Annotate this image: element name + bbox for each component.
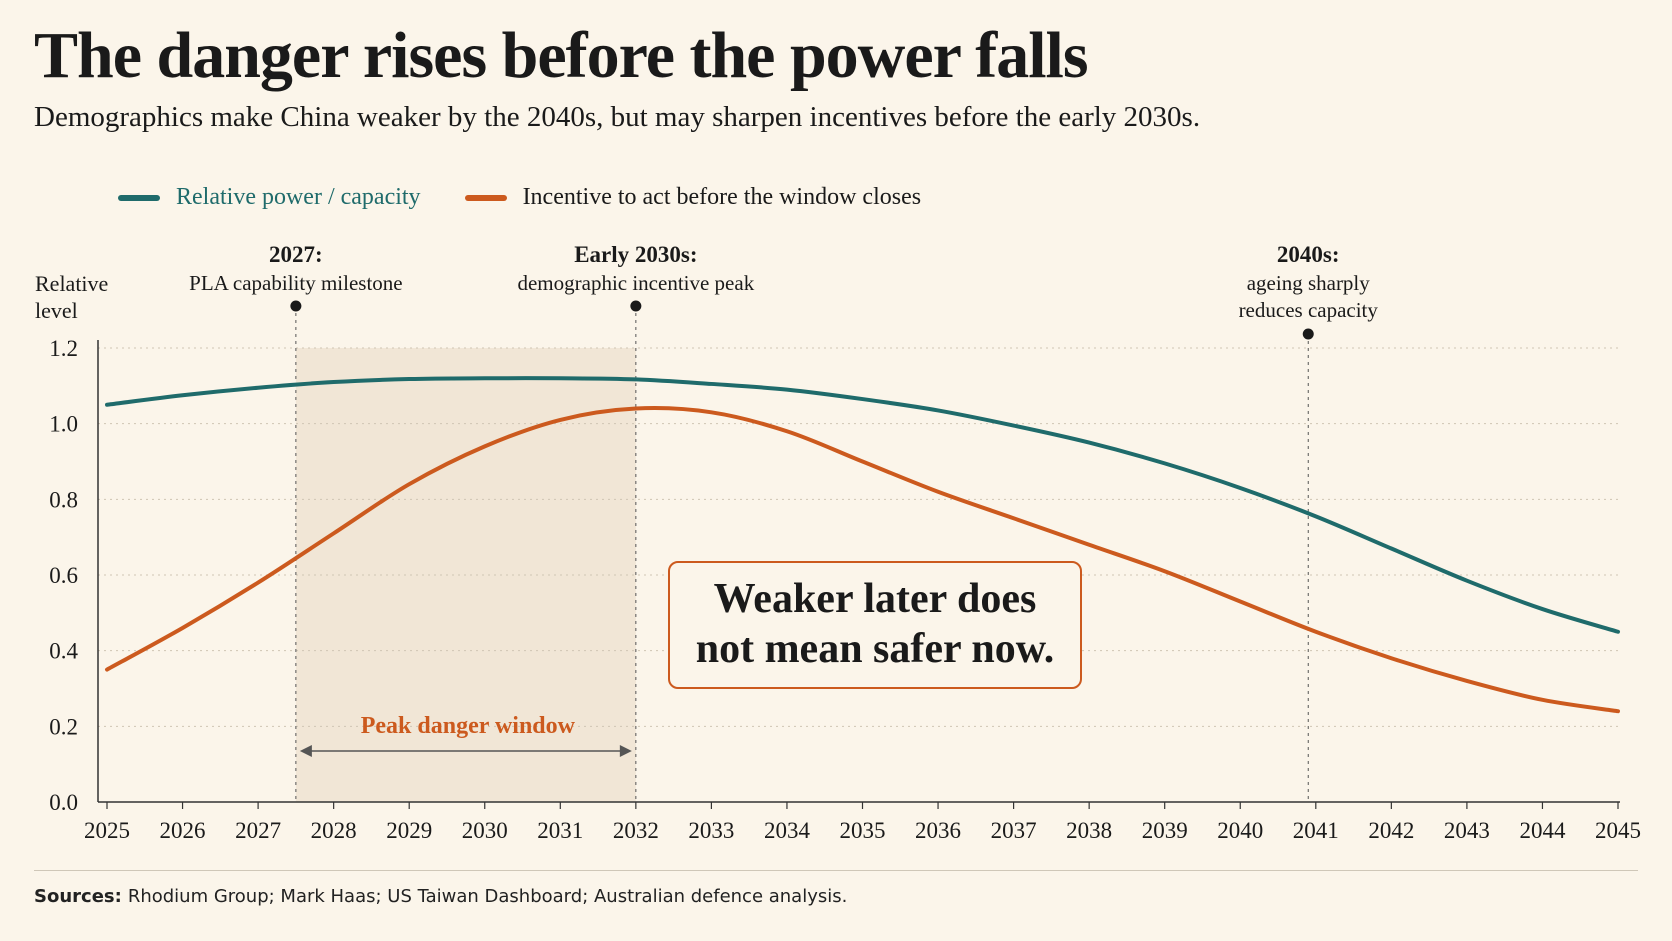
legend-item-incentive: Incentive to act before the window close… (464, 184, 922, 211)
annotation-title: Early 2030s: (574, 242, 697, 267)
y-tick-label: 0.4 (49, 639, 78, 664)
y-tick-label: 1.2 (49, 336, 78, 361)
annotation-dot (290, 300, 302, 312)
callout-box: Weaker later does not mean safer now. (668, 561, 1082, 689)
x-tick-label: 2041 (1293, 818, 1339, 843)
annotation-dot (1302, 328, 1314, 340)
x-tick-label: 2030 (462, 818, 508, 843)
y-tick-label: 0.6 (49, 563, 78, 588)
annotation-title: 2040s: (1277, 242, 1340, 267)
legend: Relative power / capacity Incentive to a… (118, 184, 965, 211)
callout-line-1: Weaker later does (713, 576, 1037, 623)
x-tick-label: 2032 (613, 818, 659, 843)
series-line-incentive (105, 406, 1620, 714)
annotation-text: PLA capability milestone (189, 271, 402, 295)
annotation-text: reduces capacity (1239, 298, 1379, 322)
annotation-text: ageing sharply (1247, 271, 1371, 295)
window-arrow-left-head (299, 745, 312, 757)
sources-label: Sources: (34, 886, 122, 907)
x-tick-label: 2029 (386, 818, 432, 843)
x-tick-label: 2027 (235, 818, 281, 843)
footer-divider (34, 870, 1638, 871)
legend-swatch-power (118, 194, 160, 201)
y-axis-label: level (35, 298, 78, 323)
x-tick-label: 2042 (1368, 818, 1414, 843)
y-axis-label: Relative (35, 271, 108, 296)
chart-subtitle: Demographics make China weaker by the 20… (34, 101, 1201, 133)
sources-text: Rhodium Group; Mark Haas; US Taiwan Dash… (127, 886, 848, 907)
x-tick-label: 2045 (1595, 818, 1641, 843)
x-tick-label: 2040 (1217, 818, 1263, 843)
annotation-dot (630, 300, 642, 312)
sources-note: Sources: Rhodium Group; Mark Haas; US Tai… (34, 886, 847, 907)
x-tick-label: 2028 (311, 818, 357, 843)
chart-title: The danger rises before the power falls (34, 19, 1089, 92)
y-tick-label: 0.8 (49, 487, 78, 512)
y-tick-label: 0.2 (49, 714, 78, 739)
legend-item-power: Relative power / capacity (118, 184, 421, 211)
legend-label-incentive: Incentive to act before the window close… (522, 184, 922, 210)
x-tick-label: 2033 (688, 818, 734, 843)
x-tick-label: 2036 (915, 818, 961, 843)
series-line-power (105, 376, 1620, 634)
x-tick-label: 2037 (991, 818, 1037, 843)
window-arrow-right-head (619, 745, 632, 757)
x-tick-label: 2035 (840, 818, 886, 843)
legend-label-power: Relative power / capacity (176, 184, 421, 210)
x-tick-label: 2025 (84, 818, 130, 843)
y-tick-label: 1.0 (49, 412, 78, 437)
x-tick-label: 2043 (1444, 818, 1490, 843)
chart-area: 0.0 0.2 0.4 0.6 0.8 1.0 1.2 2025 2026 2027 2028 202… (35, 242, 1641, 843)
x-tick-label: 2038 (1066, 818, 1112, 843)
x-tick-label: 2044 (1519, 818, 1566, 843)
x-tick-label: 2034 (764, 818, 811, 843)
annotation-title: 2027: (269, 242, 323, 267)
x-tick-label: 2031 (537, 818, 583, 843)
annotation-text: demographic incentive peak (517, 271, 754, 295)
peak-danger-window-label: Peak danger window (361, 713, 576, 739)
callout-line-2: not mean safer now. (695, 626, 1055, 672)
legend-swatch-incentive (464, 194, 507, 201)
x-tick-label: 2026 (160, 818, 206, 843)
x-tick-label: 2039 (1142, 818, 1188, 843)
y-tick-label: 0.0 (49, 790, 78, 815)
